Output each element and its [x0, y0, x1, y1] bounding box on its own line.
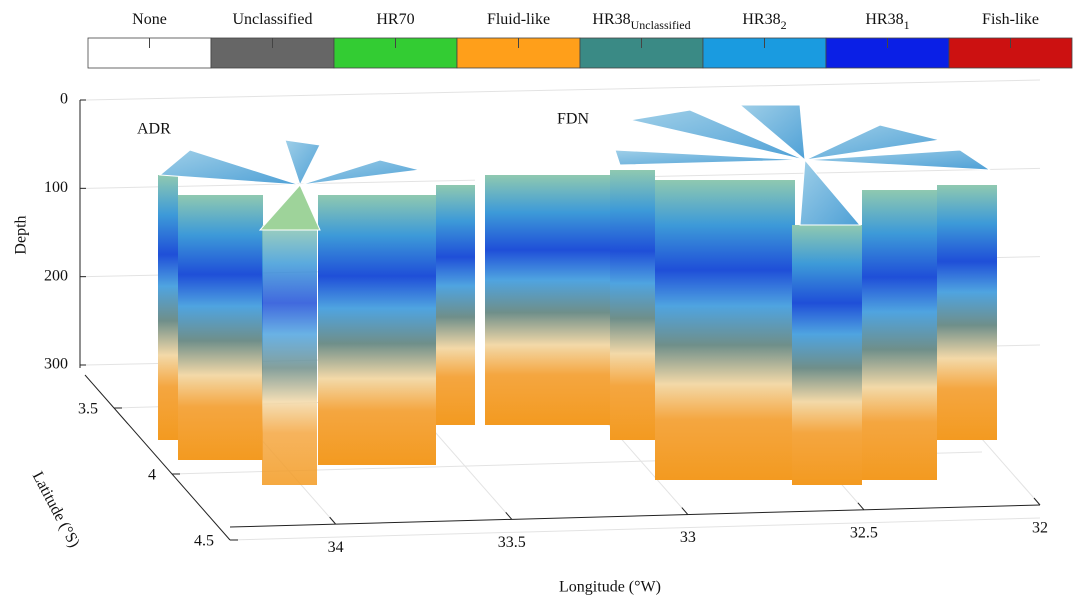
- legend-label-subscript: Unclassified: [631, 18, 691, 32]
- x-tick: [330, 517, 336, 524]
- legend-label-main: Fluid-like: [487, 11, 550, 28]
- legend-label: HR381: [865, 11, 909, 32]
- y-axis-label: Latitude (°S): [29, 469, 83, 551]
- legend-label-main: None: [132, 11, 167, 28]
- legend-label-main: HR38: [865, 11, 903, 28]
- x-tick: [1034, 498, 1040, 505]
- z-tick-label: 200: [44, 267, 68, 284]
- z-axis-label: Depth: [13, 215, 30, 254]
- x-tick: [858, 503, 864, 510]
- x-tick-label: 32: [1032, 520, 1048, 537]
- legend-label: HR70: [376, 11, 414, 28]
- x-tick: [682, 508, 688, 515]
- x-tick: [506, 512, 512, 519]
- annotation: ADR: [137, 121, 171, 138]
- x-tick-label: 34: [328, 539, 344, 556]
- z-tick-label: 300: [44, 356, 68, 373]
- legend-label: HR38Unclassified: [592, 11, 690, 32]
- grid-line: [86, 80, 1040, 100]
- chart: ADR FDN Depth Latitude (°S) Longitude (°…: [0, 0, 1075, 600]
- z-tick-label: 0: [60, 91, 68, 108]
- legend-label-main: Fish-like: [982, 11, 1039, 28]
- x-axis-label: Longitude (°W): [559, 579, 661, 596]
- legend-label: Unclassified: [233, 11, 313, 28]
- x-tick-label: 33.5: [498, 534, 526, 551]
- legend-label-main: HR70: [376, 11, 414, 28]
- annotation: FDN: [557, 111, 589, 128]
- legend-label-subscript: 2: [781, 18, 787, 32]
- legend-label-subscript: 1: [904, 18, 910, 32]
- x-tick-label: 32.5: [850, 524, 878, 541]
- legend-label-main: HR38: [742, 11, 780, 28]
- legend-label: Fluid-like: [487, 11, 550, 28]
- x-tick-label: 33: [680, 529, 696, 546]
- z-tick-label: 100: [44, 179, 68, 196]
- grid-line: [230, 518, 1040, 540]
- y-tick-label: 3.5: [78, 401, 98, 418]
- y-tick-label: 4.5: [194, 533, 214, 550]
- legend-label: None: [132, 11, 167, 28]
- legend-label-main: Unclassified: [233, 11, 313, 28]
- legend-label-main: HR38: [592, 11, 630, 28]
- y-tick-label: 4: [148, 467, 156, 484]
- legend-label: HR382: [742, 11, 786, 32]
- legend-label: Fish-like: [982, 11, 1039, 28]
- echogram-curtains: [158, 105, 997, 485]
